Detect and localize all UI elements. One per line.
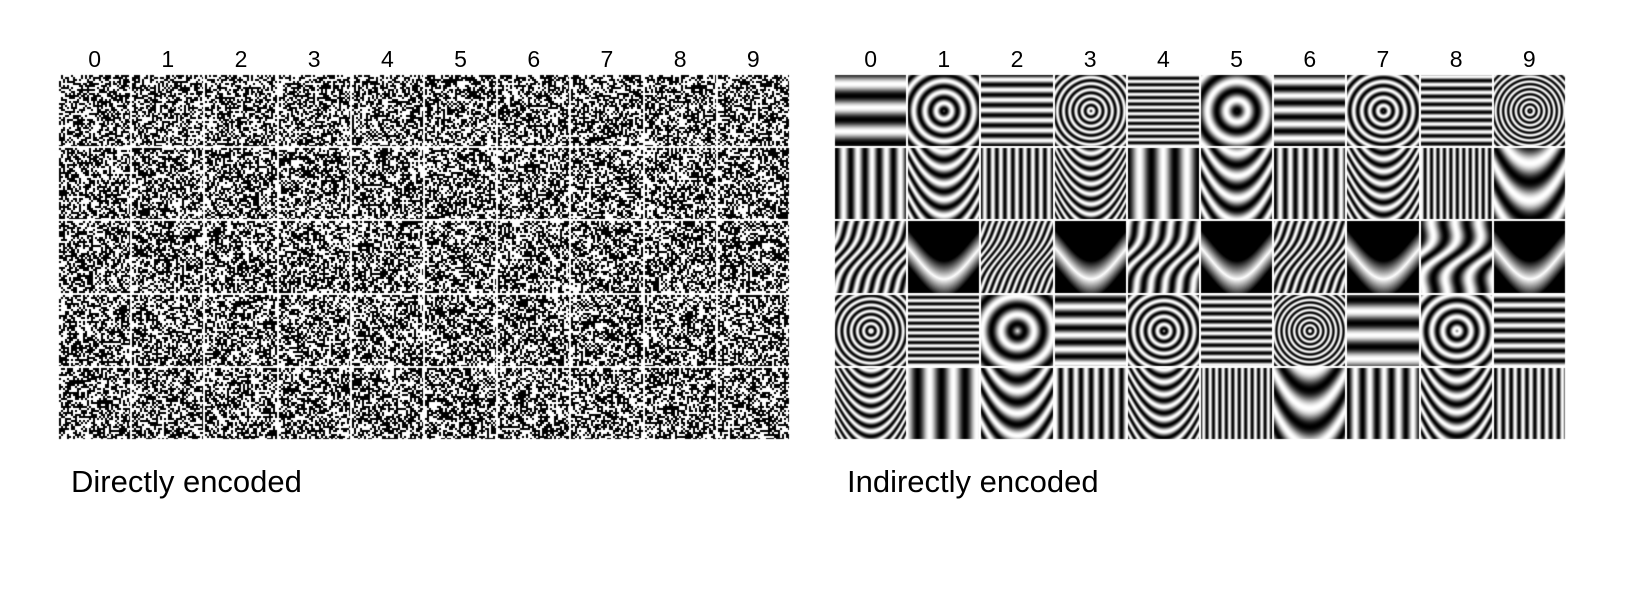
noise-images-canvas bbox=[58, 74, 790, 440]
column-label: 0 bbox=[864, 46, 877, 72]
column-label: 7 bbox=[600, 46, 614, 72]
column-label: 1 bbox=[937, 46, 951, 72]
column-label: 8 bbox=[1449, 46, 1463, 72]
column-label: 8 bbox=[673, 46, 687, 72]
column-label: 9 bbox=[746, 46, 760, 72]
column-label: 6 bbox=[1303, 46, 1317, 72]
column-labels: 0 1 2 3 4 5 6 7 8 9 bbox=[58, 44, 790, 74]
column-label: 3 bbox=[307, 46, 321, 72]
column-label: 1 bbox=[161, 46, 175, 72]
column-label: 2 bbox=[1010, 46, 1024, 72]
column-labels: 0 1 2 3 4 5 6 7 8 9 bbox=[834, 44, 1566, 74]
pattern-images-canvas bbox=[834, 74, 1566, 440]
indirectly-encoded-panel: 0 1 2 3 4 5 6 7 8 9 Indirectly encoded bbox=[834, 44, 1566, 499]
column-label: 3 bbox=[1083, 46, 1097, 72]
column-label: 7 bbox=[1376, 46, 1390, 72]
panel-caption: Directly encoded bbox=[71, 464, 302, 499]
directly-encoded-image-grid bbox=[58, 74, 790, 440]
directly-encoded-panel: 0 1 2 3 4 5 6 7 8 9 Directly encoded bbox=[58, 44, 790, 499]
column-label: 4 bbox=[380, 46, 394, 72]
panel-caption: Indirectly encoded bbox=[847, 464, 1099, 499]
column-label: 4 bbox=[1156, 46, 1170, 72]
column-label: 0 bbox=[88, 46, 101, 72]
column-label: 5 bbox=[454, 46, 467, 72]
column-label: 2 bbox=[234, 46, 248, 72]
column-label: 9 bbox=[1522, 46, 1536, 72]
column-label: 6 bbox=[527, 46, 541, 72]
column-label: 5 bbox=[1230, 46, 1243, 72]
indirectly-encoded-image-grid bbox=[834, 74, 1566, 440]
